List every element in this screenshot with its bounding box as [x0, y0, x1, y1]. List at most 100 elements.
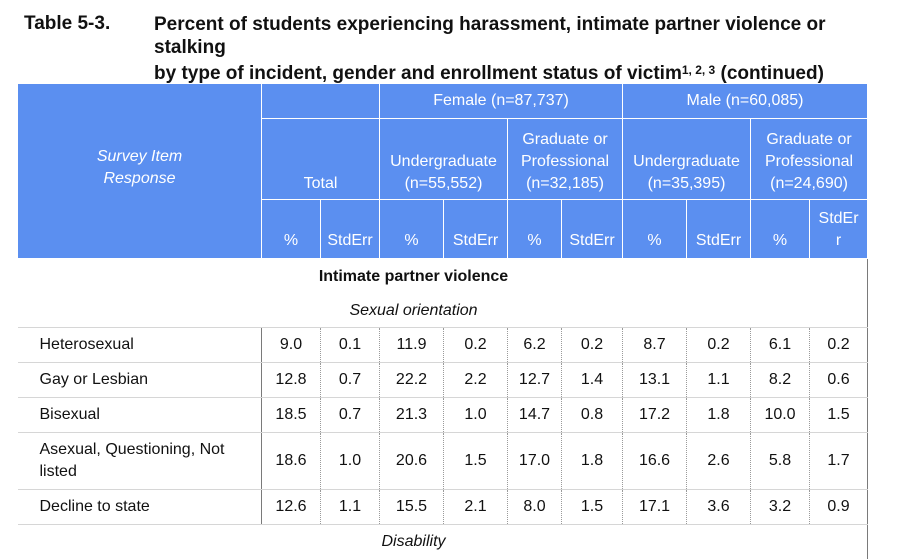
next-subsection-title: Disability [18, 525, 810, 559]
female-grad-n: (n=32,185) [508, 173, 622, 195]
female-header: Female (n=87,737) [380, 84, 623, 119]
table-cell: 20.6 [380, 433, 444, 490]
row-label-line1: Gay or Lesbian [18, 369, 262, 391]
table-cell: 0.8 [562, 398, 623, 433]
male-grad-n: (n=24,690) [751, 173, 867, 195]
col-total-pct: % [262, 200, 321, 259]
corner-line1: Survey Item [18, 146, 261, 168]
table-cell: 1.5 [562, 490, 623, 525]
table-cell: 0.2 [810, 328, 868, 363]
table-cell: 8.0 [508, 490, 562, 525]
total-header: Total [262, 119, 380, 200]
table-cell: 17.2 [623, 398, 687, 433]
row-label-line1: Bisexual [18, 404, 262, 426]
table-cell: 0.7 [321, 363, 380, 398]
table-cell: 1.7 [810, 433, 868, 490]
table-cell: 2.1 [444, 490, 508, 525]
table-cell: 1.0 [444, 398, 508, 433]
female-grad-label1: Graduate or [508, 129, 622, 151]
section-title-edge [810, 259, 868, 296]
male-undergrad-header: Undergraduate (n=35,395) [623, 119, 751, 200]
row-label-line1: Decline to state [18, 496, 262, 518]
col-f-gp-stderr: StdErr [562, 200, 623, 259]
table-cell: 12.8 [262, 363, 321, 398]
table-cell: 0.2 [562, 328, 623, 363]
row-label-line2: listed [18, 461, 262, 483]
table-cell: 0.2 [444, 328, 508, 363]
table-cell: 8.7 [623, 328, 687, 363]
table-cell: 1.5 [810, 398, 868, 433]
row-label: Bisexual [18, 398, 262, 433]
female-grad-label2: Professional [508, 151, 622, 173]
table-cell: 14.7 [508, 398, 562, 433]
col-f-gp-pct: % [508, 200, 562, 259]
table-cell: 12.7 [508, 363, 562, 398]
col-f-ug-stderr: StdErr [444, 200, 508, 259]
table-body: Intimate partner violence Sexual orienta… [18, 259, 868, 559]
table-cell: 1.8 [562, 433, 623, 490]
table-cell: 0.9 [810, 490, 868, 525]
table-number: Table 5-3. [24, 13, 110, 35]
stderr-split-2: r [810, 230, 867, 252]
table-header: Survey Item Response Female (n=87,737) M… [18, 84, 868, 259]
col-m-ug-pct: % [623, 200, 687, 259]
section-title: Intimate partner violence [18, 259, 810, 296]
table-cell: 2.6 [687, 433, 751, 490]
total-group-spacer [262, 84, 380, 119]
table-cell: 1.5 [444, 433, 508, 490]
row-label: Decline to state [18, 490, 262, 525]
col-f-ug-pct: % [380, 200, 444, 259]
table-cell: 0.1 [321, 328, 380, 363]
caption-line2: by type of incident, gender and enrollme… [154, 63, 682, 84]
data-table: Survey Item Response Female (n=87,737) M… [17, 83, 868, 559]
table-cell: 6.2 [508, 328, 562, 363]
table-cell: 11.9 [380, 328, 444, 363]
table-cell: 8.2 [751, 363, 810, 398]
table-cell: 22.2 [380, 363, 444, 398]
subsection-title-edge [810, 295, 868, 328]
subsection-title: Sexual orientation [18, 295, 810, 328]
stderr-split-1: StdEr [810, 208, 867, 230]
next-subsection-edge [810, 525, 868, 559]
table-cell: 10.0 [751, 398, 810, 433]
col-total-stderr: StdErr [321, 200, 380, 259]
female-grad-header: Graduate or Professional (n=32,185) [508, 119, 623, 200]
table-cell: 1.1 [321, 490, 380, 525]
col-m-gp-stderr: StdEr r [810, 200, 868, 259]
row-label-line1: Asexual, Questioning, Not [18, 439, 262, 461]
table-cell: 1.0 [321, 433, 380, 490]
corner-line2: Response [18, 168, 261, 196]
survey-item-header: Survey Item Response [18, 84, 262, 259]
female-undergrad-label: Undergraduate [380, 151, 507, 173]
table-cell: 18.6 [262, 433, 321, 490]
table-cell: 0.7 [321, 398, 380, 433]
caption-suffix: (continued) [721, 63, 824, 84]
table-cell: 16.6 [623, 433, 687, 490]
table-cell: 2.2 [444, 363, 508, 398]
table-cell: 0.2 [687, 328, 751, 363]
col-m-gp-pct: % [751, 200, 810, 259]
table-cell: 1.4 [562, 363, 623, 398]
female-undergrad-header: Undergraduate (n=55,552) [380, 119, 508, 200]
table-cell: 15.5 [380, 490, 444, 525]
table-cell: 0.6 [810, 363, 868, 398]
table-cell: 17.1 [623, 490, 687, 525]
table-cell: 17.0 [508, 433, 562, 490]
row-label: Gay or Lesbian [18, 363, 262, 398]
female-undergrad-n: (n=55,552) [380, 173, 507, 195]
caption-line1: Percent of students experiencing harassm… [154, 14, 826, 58]
row-label: Heterosexual [18, 328, 262, 363]
table-cell: 21.3 [380, 398, 444, 433]
table-cell: 3.6 [687, 490, 751, 525]
table-cell: 1.8 [687, 398, 751, 433]
male-grad-label1: Graduate or [751, 129, 867, 151]
table-cell: 5.8 [751, 433, 810, 490]
male-undergrad-n: (n=35,395) [623, 173, 750, 195]
caption-footnotes: 1, 2, 3 [682, 63, 715, 77]
table-cell: 6.1 [751, 328, 810, 363]
